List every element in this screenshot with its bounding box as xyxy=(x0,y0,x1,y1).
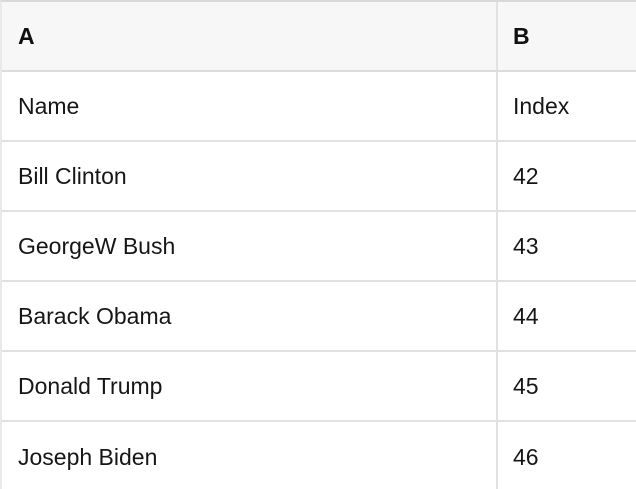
cell-index-42[interactable]: 42 xyxy=(498,142,636,210)
cell-index-45[interactable]: 45 xyxy=(498,352,636,420)
table-header-row: A B xyxy=(2,2,636,72)
cell-text: 45 xyxy=(513,372,539,399)
column-header-a-label: A xyxy=(18,22,35,49)
cell-text: 44 xyxy=(513,302,539,329)
cell-text: Joseph Biden xyxy=(18,443,158,470)
cell-name-header[interactable]: Name xyxy=(2,72,498,140)
cell-name-georgew-bush[interactable]: GeorgeW Bush xyxy=(2,212,498,280)
cell-text: Bill Clinton xyxy=(18,162,127,189)
cell-index-header[interactable]: Index xyxy=(498,72,636,140)
cell-text: 43 xyxy=(513,232,539,259)
table-row: Name Index xyxy=(2,72,636,142)
column-header-b-label: B xyxy=(513,22,530,49)
cell-text: Index xyxy=(513,92,570,119)
cell-name-joseph-biden[interactable]: Joseph Biden xyxy=(2,422,498,489)
cell-text: 46 xyxy=(513,443,539,470)
cell-text: GeorgeW Bush xyxy=(18,232,176,259)
cell-name-barack-obama[interactable]: Barack Obama xyxy=(2,282,498,350)
cell-text: Barack Obama xyxy=(18,302,172,329)
cell-index-46[interactable]: 46 xyxy=(498,422,636,489)
table-row: Donald Trump 45 xyxy=(2,352,636,422)
table-row: Bill Clinton 42 xyxy=(2,142,636,212)
cell-name-donald-trump[interactable]: Donald Trump xyxy=(2,352,498,420)
cell-text: 42 xyxy=(513,162,539,189)
cell-text: Name xyxy=(18,92,80,119)
table-row: Joseph Biden 46 xyxy=(2,422,636,489)
cell-name-bill-clinton[interactable]: Bill Clinton xyxy=(2,142,498,210)
table-row: Barack Obama 44 xyxy=(2,282,636,352)
cell-text: Donald Trump xyxy=(18,372,163,399)
cell-index-44[interactable]: 44 xyxy=(498,282,636,350)
column-header-b[interactable]: B xyxy=(498,2,636,70)
cell-index-43[interactable]: 43 xyxy=(498,212,636,280)
column-header-a[interactable]: A xyxy=(2,2,498,70)
table-row: GeorgeW Bush 43 xyxy=(2,212,636,282)
